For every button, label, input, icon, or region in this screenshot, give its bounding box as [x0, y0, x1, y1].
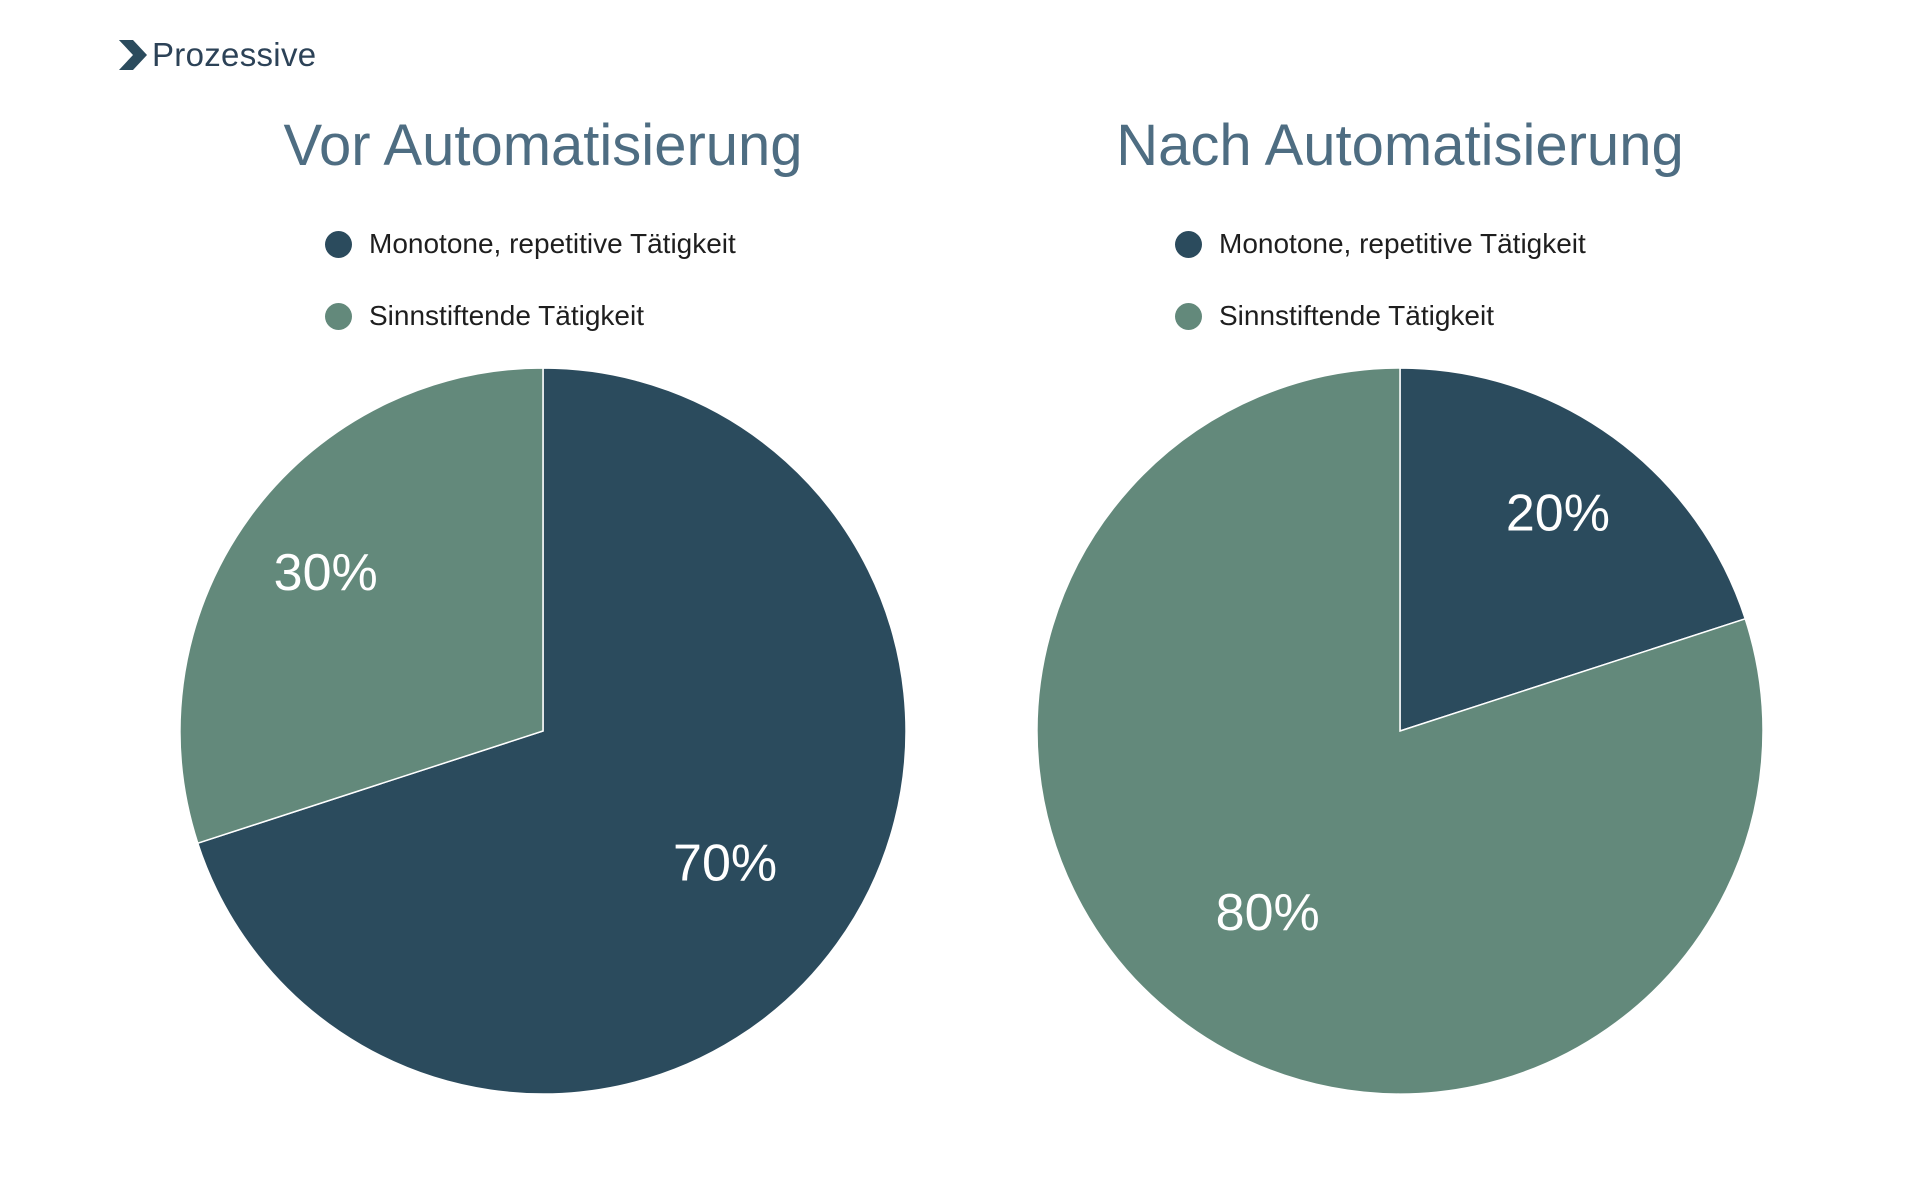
pie-slice-label: 20% [1506, 485, 1610, 543]
legend-before: Monotone, repetitive Tätigkeit Sinnstift… [325, 228, 736, 372]
chart-title-after: Nach Automatisierung [1116, 113, 1684, 178]
legend-after: Monotone, repetitive Tätigkeit Sinnstift… [1175, 228, 1586, 372]
pie-slice [196, 367, 907, 1095]
legend-label-monotone: Monotone, repetitive Tätigkeit [369, 228, 736, 259]
pie-slice-label: 70% [673, 834, 777, 892]
chart-title-before: Vor Automatisierung [283, 113, 803, 178]
legend-item-sinnstiftend: Sinnstiftende Tätigkeit [1175, 300, 1586, 332]
pie-slice [1036, 367, 1764, 1095]
legend-label-monotone: Monotone, repetitive Tätigkeit [1219, 228, 1586, 259]
legend-label-sinnstiftend: Sinnstiftende Tätigkeit [369, 300, 644, 331]
pie-slice-label: 80% [1216, 884, 1320, 942]
logo-chevron-right-icon [116, 39, 148, 71]
legend-swatch-sinnstiftend-icon [1175, 302, 1202, 330]
legend-item-monotone: Monotone, repetitive Tätigkeit [1175, 228, 1586, 260]
legend-swatch-monotone-icon [1175, 230, 1202, 258]
pie-slice-label: 30% [274, 544, 378, 602]
pie-before: 70% 30% [179, 367, 907, 1095]
legend-label-sinnstiftend: Sinnstiftende Tätigkeit [1219, 300, 1494, 331]
logo: Prozessive [116, 36, 316, 74]
legend-swatch-monotone-icon [325, 230, 352, 258]
pie-slice [179, 367, 544, 845]
pie-after: 20% 80% [1036, 367, 1764, 1095]
legend-swatch-sinnstiftend-icon [325, 302, 352, 330]
logo-text: Prozessive [152, 36, 317, 73]
pie-slice [1399, 367, 1747, 733]
legend-item-monotone: Monotone, repetitive Tätigkeit [325, 228, 736, 260]
legend-item-sinnstiftend: Sinnstiftende Tätigkeit [325, 300, 736, 332]
